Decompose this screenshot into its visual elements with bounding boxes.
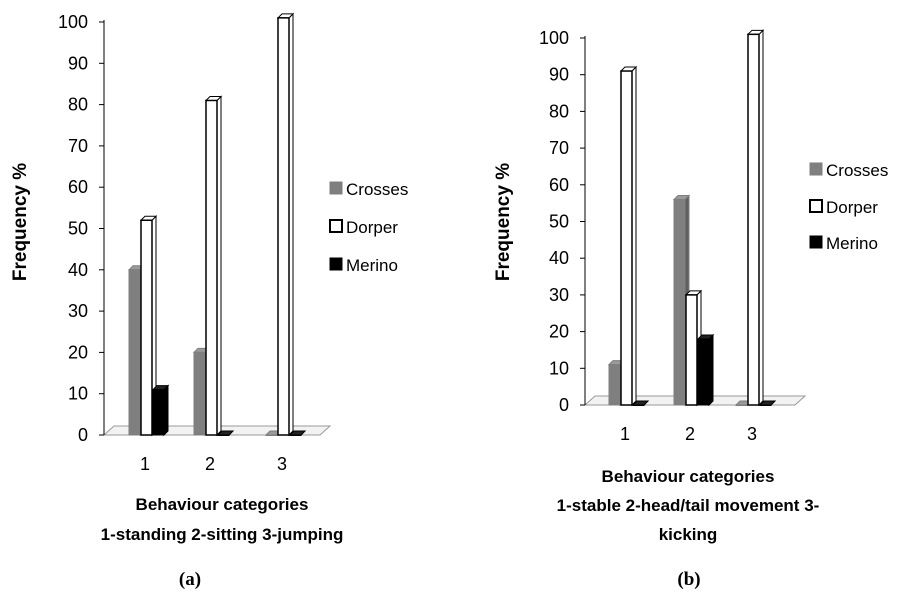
bar-merino-1 <box>151 384 170 437</box>
bar-side <box>163 384 169 437</box>
bar-merino-3 <box>288 430 307 436</box>
x-tick-label: 2 <box>205 454 215 474</box>
x-axis-label-line: Behaviour categories <box>602 467 775 486</box>
bar-front <box>205 99 218 436</box>
bar-front <box>193 351 206 436</box>
bar-dorper-2 <box>204 95 223 437</box>
y-tick-label: 70 <box>549 138 569 158</box>
x-tick-label: 2 <box>685 424 695 444</box>
y-tick-label: 10 <box>68 384 88 404</box>
bar-merino-1 <box>631 400 650 406</box>
y-tick-label: 20 <box>549 322 569 342</box>
bar-front <box>152 389 165 436</box>
panel-label: (a) <box>179 569 201 590</box>
y-tick-label: 50 <box>68 219 88 239</box>
y-tick-label: 90 <box>68 53 88 73</box>
y-tick-label: 100 <box>58 12 88 32</box>
legend: Crosses Dorper Merino <box>329 180 408 275</box>
panel-label: (b) <box>677 569 700 590</box>
legend-swatch-merino <box>809 235 823 249</box>
chart-panel-b: 0 10 20 30 40 50 60 70 80 90 100 1 2 3 Frequency % Beha… <box>493 28 888 590</box>
x-tick-label: 1 <box>620 424 630 444</box>
bar-front <box>735 404 748 406</box>
y-tick-label: 60 <box>68 177 88 197</box>
legend-label-dorper: Dorper <box>346 218 398 237</box>
y-tick-label: 90 <box>549 65 569 85</box>
legend-label-crosses: Crosses <box>826 161 888 180</box>
legend-swatch-dorper <box>809 199 823 213</box>
y-tick-label: 30 <box>68 301 88 321</box>
bar-front <box>620 70 633 406</box>
x-axis-label-line: 1-stable 2-head/tail movement 3- <box>557 496 820 515</box>
bar-dorper-3 <box>276 12 295 437</box>
y-tick-label: 80 <box>549 101 569 121</box>
x-tick-label: 1 <box>140 454 150 474</box>
bar-front <box>673 198 686 406</box>
bar-front <box>128 269 141 436</box>
bar-dorper-1 <box>619 65 638 407</box>
bar-front <box>759 404 772 406</box>
bar-side <box>708 333 714 407</box>
legend-label-merino: Merino <box>826 234 878 253</box>
legend-label-merino: Merino <box>346 256 398 275</box>
x-tick-label: 3 <box>277 454 287 474</box>
y-tick-label: 60 <box>549 175 569 195</box>
y-tick-label: 70 <box>68 136 88 156</box>
y-tick-label: 50 <box>549 212 569 232</box>
bar-front <box>685 294 698 406</box>
legend-label-crosses: Crosses <box>346 180 408 199</box>
bar-dorper-1 <box>139 215 158 437</box>
bar-dorper-3 <box>746 29 765 407</box>
y-tick-label: 0 <box>78 425 88 445</box>
legend-swatch-merino <box>329 257 343 271</box>
legend-swatch-crosses <box>329 181 343 195</box>
bar-front <box>289 434 302 436</box>
y-axis-label: Frequency % <box>10 163 31 281</box>
bar-merino-2 <box>696 333 715 407</box>
y-tick-label: 40 <box>549 248 569 268</box>
y-tick-label: 40 <box>68 260 88 280</box>
chart-panel-a: 0 10 20 30 40 50 60 70 80 90 100 1 2 3 Frequency % Beha… <box>10 12 408 590</box>
bar-merino-2 <box>216 430 235 436</box>
bar-front <box>697 338 710 406</box>
x-tick-label: 3 <box>747 424 757 444</box>
bar-front <box>632 404 645 406</box>
legend-swatch-crosses <box>809 162 823 176</box>
x-axis-label-line: 1-standing 2-sitting 3-jumping <box>101 525 344 544</box>
bar-front <box>140 219 153 436</box>
bar-front <box>747 33 760 406</box>
bar-front <box>265 434 278 436</box>
legend: Crosses Dorper Merino <box>809 161 888 253</box>
legend-label-dorper: Dorper <box>826 198 878 217</box>
y-axis-label: Frequency % <box>493 163 514 281</box>
y-tick-label: 30 <box>549 285 569 305</box>
y-tick-label: 80 <box>68 95 88 115</box>
bar-front <box>608 364 621 406</box>
bar-merino-3 <box>758 400 777 406</box>
bar-front <box>217 434 230 436</box>
bar-front <box>277 17 290 436</box>
y-tick-label: 10 <box>549 358 569 378</box>
x-axis-label-line: Behaviour categories <box>136 495 309 514</box>
y-tick-label: 20 <box>68 342 88 362</box>
y-tick-label: 100 <box>539 28 569 48</box>
legend-swatch-dorper <box>329 219 343 233</box>
x-axis-label-line: kicking <box>659 525 718 544</box>
y-tick-label: 0 <box>559 395 569 415</box>
